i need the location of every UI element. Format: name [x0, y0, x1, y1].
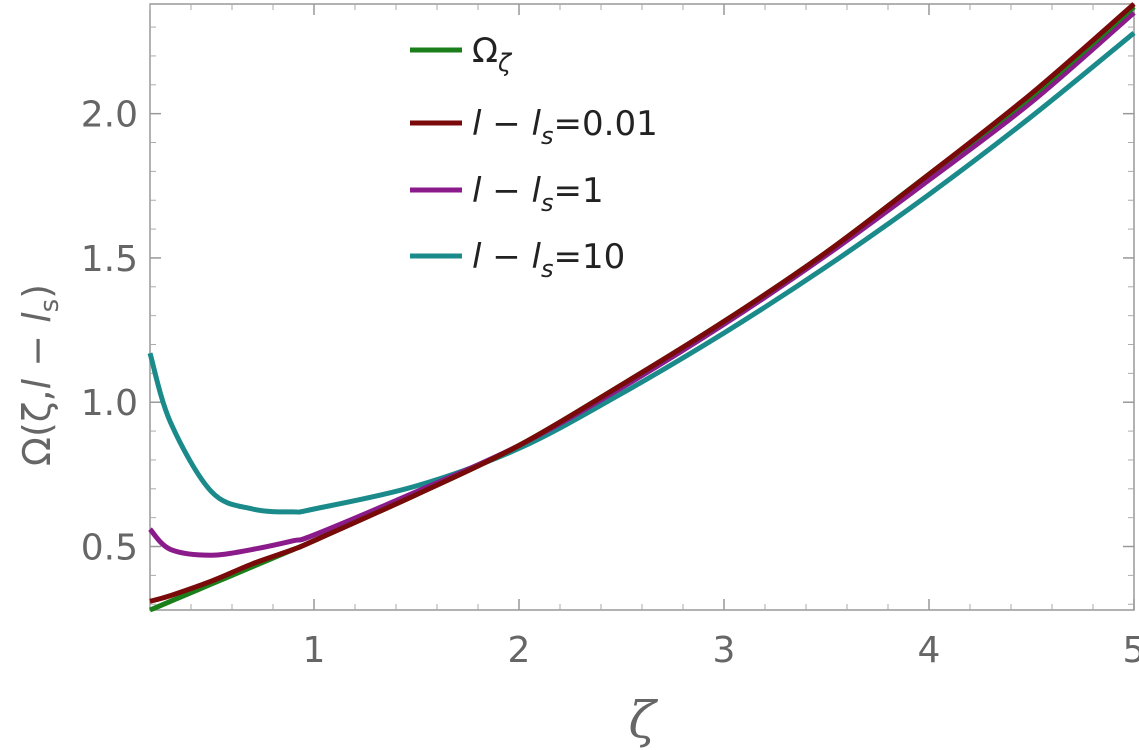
legend-label-main: l − l	[472, 171, 542, 211]
legend-label-main: Ω	[472, 31, 498, 71]
y-axis-title-l2: l	[15, 312, 59, 323]
axis-ticks	[149, 4, 1135, 610]
series-line-0	[149, 5, 1136, 613]
legend: Ωζl − ls=0.01 l − ls=1l − ls=10	[410, 31, 658, 283]
legend-label-rest: =10	[554, 237, 626, 277]
y-tick-label: 1.5	[81, 239, 138, 280]
tick-labels: 1 2 3 4 5 0.5 1.0 1.5 2.0	[81, 95, 1139, 671]
y-axis-title: Ω(ζ,l − ls)	[15, 284, 65, 466]
y-tick-label: 0.5	[81, 528, 138, 569]
plot-border	[149, 3, 1135, 611]
legend-label-sub: s	[541, 122, 554, 150]
plot-frame	[149, 3, 1135, 611]
legend-label-sub: s	[541, 189, 554, 217]
legend-label-1: l − ls=0.01	[472, 104, 658, 150]
legend-label-sub: ζ	[497, 49, 513, 77]
series-line-2	[148, 10, 1136, 558]
x-tick-label: 3	[713, 630, 736, 671]
y-tick-label: 2.0	[81, 95, 138, 136]
series-line-1	[149, 2, 1136, 604]
y-axis-title-minus: −	[15, 323, 59, 379]
legend-label-sub: s	[541, 255, 554, 283]
legend-label-3: l − ls=10	[472, 237, 625, 283]
legend-label-main: l − l	[472, 237, 542, 277]
y-axis-title-sub: s	[35, 299, 65, 313]
y-tick-label: 1.0	[81, 383, 138, 424]
x-tick-label: 5	[1123, 630, 1139, 671]
y-axis-title-l1: l	[15, 378, 59, 389]
x-tick-label: 4	[918, 630, 941, 671]
legend-label-main: l − l	[472, 104, 542, 144]
x-axis-title: ζ	[628, 691, 658, 749]
legend-label-2: l − ls=1	[472, 171, 604, 217]
legend-label-0: Ωζ	[472, 31, 513, 77]
series-line-3	[147, 30, 1136, 515]
y-axis-title-close: )	[15, 284, 59, 299]
y-axis-title-main: Ω(ζ,	[15, 389, 59, 466]
x-tick-label: 1	[303, 630, 326, 671]
series-lines	[147, 2, 1136, 613]
x-tick-label: 2	[508, 630, 531, 671]
legend-label-rest: =0.01	[554, 104, 658, 144]
legend-label-rest: =1	[554, 171, 604, 211]
